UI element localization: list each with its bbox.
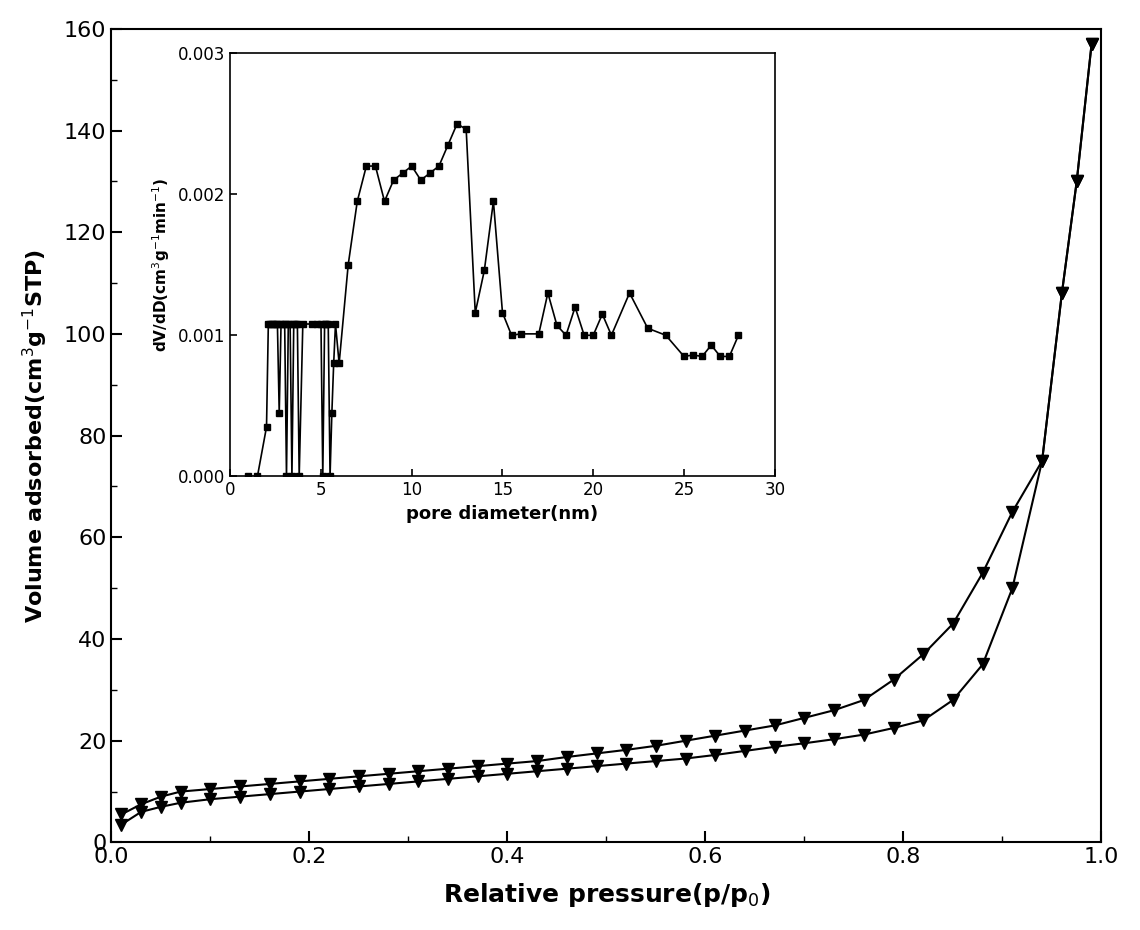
- X-axis label: Relative pressure(p/p$_0$): Relative pressure(p/p$_0$): [442, 881, 771, 910]
- Y-axis label: Volume adsorbed(cm$^3$g$^{-1}$STP): Volume adsorbed(cm$^3$g$^{-1}$STP): [21, 248, 50, 623]
